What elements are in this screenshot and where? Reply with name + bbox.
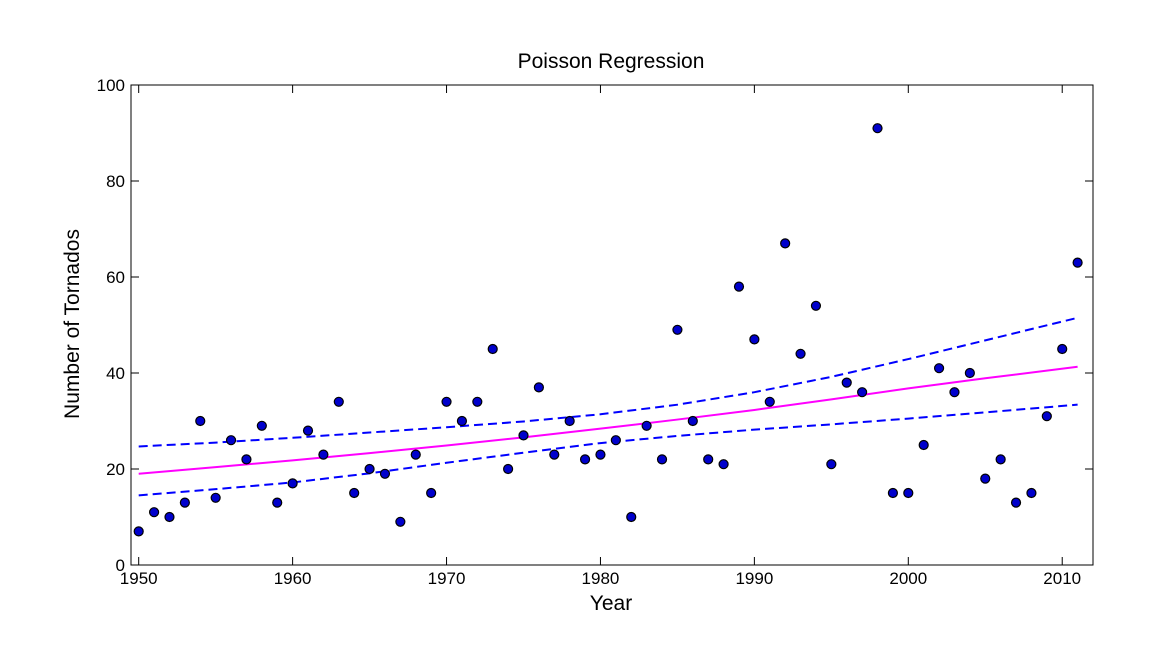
y-tick-label: 20 xyxy=(106,460,125,479)
data-point xyxy=(857,387,868,398)
data-point xyxy=(579,454,591,465)
data-point xyxy=(349,487,360,499)
y-tick-label: 80 xyxy=(106,172,125,191)
plot-frame xyxy=(130,84,1094,566)
data-point xyxy=(195,415,206,427)
data-point xyxy=(456,415,468,427)
data-point xyxy=(148,507,160,518)
data-point xyxy=(1041,411,1052,422)
data-point xyxy=(533,382,544,393)
confidence-band-line xyxy=(138,316,1078,448)
data-point xyxy=(872,123,883,134)
data-point xyxy=(241,454,252,465)
data-point xyxy=(564,415,575,427)
data-point xyxy=(287,478,298,489)
data-point xyxy=(225,435,237,446)
x-tick-label: 1950 xyxy=(120,569,158,588)
data-point xyxy=(210,492,221,503)
x-tick-label: 1990 xyxy=(735,569,773,588)
data-point xyxy=(749,334,760,345)
data-point xyxy=(826,459,837,470)
data-point xyxy=(133,526,144,537)
data-point xyxy=(995,454,1006,465)
x-tick-label: 2010 xyxy=(1043,569,1081,588)
data-point xyxy=(426,487,437,499)
data-point xyxy=(179,497,190,508)
data-point xyxy=(841,377,852,388)
y-axis-title: Number of Tornados xyxy=(61,229,84,419)
data-point xyxy=(687,415,698,427)
data-point xyxy=(733,281,745,292)
data-point xyxy=(764,396,775,407)
data-point xyxy=(272,497,283,508)
data-point xyxy=(364,463,375,475)
data-point xyxy=(887,487,899,499)
data-point xyxy=(703,454,714,465)
data-point xyxy=(656,454,668,465)
data-point xyxy=(641,420,652,431)
data-point xyxy=(549,449,560,460)
data-point xyxy=(379,468,391,479)
data-point xyxy=(780,238,791,249)
data-point xyxy=(164,511,175,523)
x-tick-label: 1980 xyxy=(582,569,620,588)
data-point xyxy=(1026,487,1037,499)
data-point xyxy=(256,420,267,431)
data-point xyxy=(518,430,529,441)
data-point xyxy=(1057,343,1068,355)
data-point xyxy=(503,463,514,475)
data-point xyxy=(333,396,344,407)
data-point xyxy=(595,449,606,460)
data-point xyxy=(487,343,498,355)
y-tick-label: 100 xyxy=(97,76,125,95)
data-point xyxy=(964,367,975,379)
data-point xyxy=(1010,497,1022,508)
data-point xyxy=(933,363,945,374)
data-point xyxy=(626,511,637,523)
data-point xyxy=(318,449,329,460)
data-point xyxy=(795,348,806,359)
data-point xyxy=(980,473,991,484)
data-point xyxy=(1072,257,1083,268)
x-tick-label: 1970 xyxy=(428,569,466,588)
data-point xyxy=(949,387,960,398)
data-point xyxy=(918,439,929,451)
data-point xyxy=(718,459,729,470)
data-point xyxy=(610,435,621,446)
x-tick-label: 2000 xyxy=(889,569,927,588)
data-point xyxy=(472,396,483,407)
y-tick-label: 40 xyxy=(106,364,125,383)
data-point xyxy=(672,324,683,335)
confidence-band-line xyxy=(138,403,1078,497)
regression-fit-line xyxy=(138,365,1078,475)
data-point xyxy=(903,487,914,499)
data-point xyxy=(441,396,452,407)
x-tick-label: 1960 xyxy=(274,569,312,588)
y-tick-label: 0 xyxy=(116,556,125,575)
plot-area: 1950 1960 1970 1980 1990 2000 2010 0 20 40 60 80 100 xyxy=(97,76,1094,588)
data-point xyxy=(410,449,421,460)
x-axis-title: Year xyxy=(590,592,632,615)
data-point xyxy=(810,300,822,311)
data-point xyxy=(395,516,406,527)
chart-title: Poisson Regression xyxy=(518,50,705,73)
y-tick-label: 60 xyxy=(106,268,125,287)
data-point xyxy=(302,425,314,436)
